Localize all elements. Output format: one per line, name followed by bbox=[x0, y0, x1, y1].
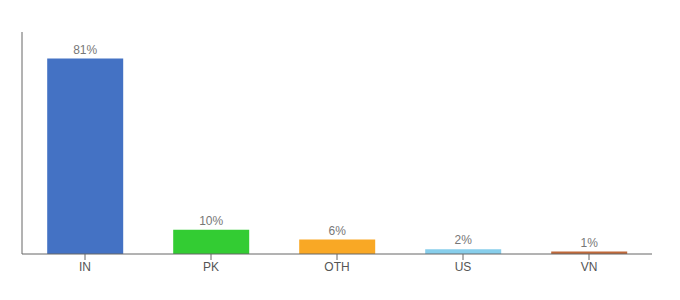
svg-text:81%: 81% bbox=[73, 43, 97, 57]
svg-text:IN: IN bbox=[79, 260, 91, 274]
svg-text:VN: VN bbox=[581, 260, 598, 274]
svg-text:10%: 10% bbox=[199, 214, 223, 228]
svg-text:6%: 6% bbox=[329, 224, 347, 238]
svg-text:PK: PK bbox=[203, 260, 219, 274]
svg-text:2%: 2% bbox=[455, 233, 473, 247]
svg-text:OTH: OTH bbox=[324, 260, 349, 274]
svg-text:1%: 1% bbox=[581, 236, 599, 250]
svg-text:US: US bbox=[455, 260, 472, 274]
